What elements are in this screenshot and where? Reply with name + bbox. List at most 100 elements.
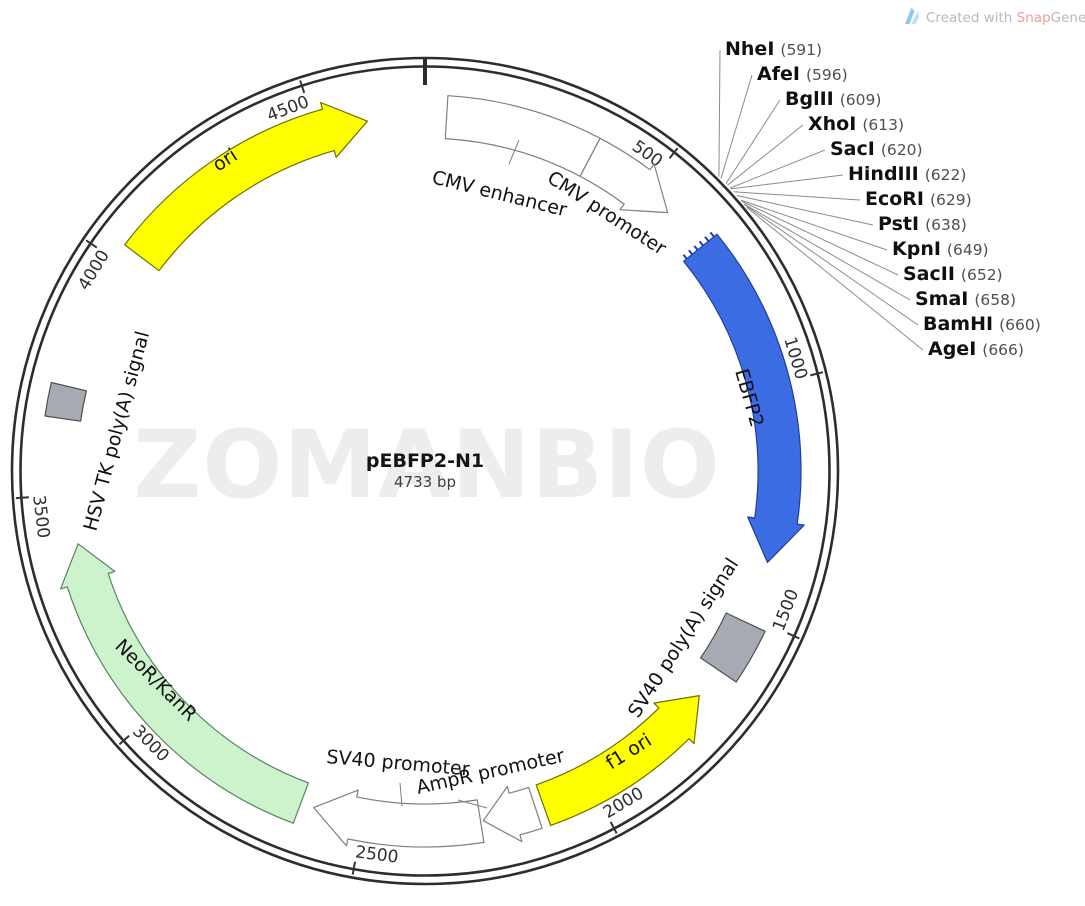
enzyme-position: (666) bbox=[982, 341, 1024, 359]
enzyme-leader-NheI bbox=[718, 49, 721, 177]
enzyme-name: KpnI bbox=[892, 238, 941, 260]
snapgene-credit: Created with SnapGene® bbox=[905, 7, 1085, 26]
enzyme-label-KpnI: KpnI (649) bbox=[892, 238, 989, 260]
mcs-hatch-mark bbox=[693, 245, 699, 251]
credit-brand-gene: Gene bbox=[1051, 10, 1085, 26]
enzyme-leader-XhoI bbox=[727, 124, 804, 186]
enzyme-position: (620) bbox=[881, 141, 923, 159]
mcs-hatch-mark bbox=[682, 254, 688, 260]
label-leader-line bbox=[457, 799, 488, 809]
enzyme-leader-SacII bbox=[741, 200, 899, 276]
enzyme-label-NheI: NheI (591) bbox=[725, 38, 822, 60]
mcs-hatch-mark bbox=[704, 236, 710, 242]
snapgene-logo-icon bbox=[905, 7, 915, 24]
enzyme-name: BamHI bbox=[923, 313, 993, 335]
enzyme-name: SacI bbox=[830, 138, 875, 160]
enzyme-position: (609) bbox=[840, 91, 882, 109]
plasmid-name: pEBFP2-N1 bbox=[366, 450, 484, 472]
enzyme-leader-HindIII bbox=[730, 174, 844, 190]
tick-1000 bbox=[810, 371, 824, 377]
enzyme-name: SacII bbox=[903, 263, 955, 285]
feature-cmv_promoter bbox=[579, 137, 669, 214]
tick-4000 bbox=[85, 239, 98, 249]
snapgene-logo-icon-secondary bbox=[911, 11, 920, 24]
enzyme-label-BglII: BglII (609) bbox=[785, 88, 881, 110]
enzyme-leader-BamHI bbox=[744, 204, 919, 326]
enzyme-name: AgeI bbox=[928, 338, 976, 360]
enzyme-position: (596) bbox=[806, 66, 848, 84]
enzyme-position: (652) bbox=[961, 266, 1003, 284]
enzyme-name: XhoI bbox=[808, 113, 856, 135]
feature-label-sv40_promoter: SV40 promoter bbox=[326, 746, 471, 780]
enzyme-label-AgeI: AgeI (666) bbox=[928, 338, 1024, 360]
watermark: ZOMANBIO bbox=[133, 411, 721, 520]
enzyme-leader-SacI bbox=[729, 149, 826, 189]
tick-4500 bbox=[299, 80, 306, 94]
feature-label-cmv_enhancer: CMV enhancer bbox=[430, 167, 570, 222]
enzyme-leader-PstI bbox=[736, 195, 874, 226]
enzyme-leader-AfeI bbox=[720, 74, 753, 179]
enzyme-label-XhoI: XhoI (613) bbox=[808, 113, 904, 135]
enzyme-name: SmaI bbox=[915, 288, 968, 310]
tick-500 bbox=[668, 147, 679, 159]
label-leader-line bbox=[399, 782, 403, 807]
feature-ori bbox=[124, 101, 368, 272]
enzyme-name: NheI bbox=[725, 38, 774, 60]
enzyme-position: (591) bbox=[780, 41, 822, 59]
feature-cmv_enhancer bbox=[444, 95, 601, 177]
enzyme-leader-BglII bbox=[725, 99, 781, 184]
tick-2000 bbox=[609, 821, 618, 834]
tick-label-4000: 4000 bbox=[74, 247, 114, 294]
tick-3500 bbox=[15, 496, 29, 500]
features bbox=[44, 95, 805, 848]
enzyme-leader-AgeI bbox=[746, 206, 924, 351]
enzyme-position: (660) bbox=[999, 316, 1041, 334]
enzyme-leader-SmaI bbox=[743, 203, 911, 301]
snapgene-credit-text: Created with SnapGene® bbox=[926, 10, 1085, 26]
enzyme-name: EcoRI bbox=[865, 188, 924, 210]
enzyme-position: (613) bbox=[862, 116, 904, 134]
tick-1500 bbox=[786, 632, 800, 640]
tick-2500 bbox=[351, 861, 356, 875]
feature-ampr_promoter bbox=[482, 785, 543, 843]
enzyme-label-SmaI: SmaI (658) bbox=[915, 288, 1016, 310]
enzyme-leader-EcoRI bbox=[733, 191, 861, 201]
tick-label-3500: 3500 bbox=[28, 494, 53, 539]
enzyme-label-BamHI: BamHI (660) bbox=[923, 313, 1041, 335]
credit-prefix: Created with bbox=[926, 10, 1017, 26]
enzyme-label-AfeI: AfeI (596) bbox=[757, 63, 848, 85]
enzyme-name: PstI bbox=[878, 213, 919, 235]
plasmid-size: 4733 bp bbox=[394, 473, 456, 491]
label-leader-line bbox=[508, 139, 520, 165]
mcs-hatch-mark bbox=[698, 240, 704, 247]
tick-3000 bbox=[118, 734, 130, 746]
enzyme-position: (622) bbox=[925, 166, 967, 184]
enzyme-label-HindIII: HindIII (622) bbox=[848, 163, 966, 185]
feature-f1_ori bbox=[535, 695, 700, 826]
enzyme-leader-KpnI bbox=[740, 199, 888, 251]
enzyme-position: (658) bbox=[974, 291, 1016, 309]
enzyme-label-PstI: PstI (638) bbox=[878, 213, 967, 235]
enzyme-label-SacII: SacII (652) bbox=[903, 263, 1003, 285]
plasmid-backbone bbox=[10, 56, 840, 886]
feature-sv40_polya bbox=[700, 612, 766, 683]
enzyme-position: (638) bbox=[925, 216, 967, 234]
label-leader-lines bbox=[399, 139, 520, 809]
feature-hsvtk_polya bbox=[44, 381, 87, 422]
enzyme-label-EcoRI: EcoRI (629) bbox=[865, 188, 972, 210]
feature-sv40_promoter bbox=[313, 789, 485, 848]
enzyme-name: AfeI bbox=[757, 63, 800, 85]
enzyme-position: (649) bbox=[947, 241, 989, 259]
feature-neor_kanr bbox=[60, 543, 309, 824]
feature-ebfp2 bbox=[683, 233, 805, 564]
enzyme-label-SacI: SacI (620) bbox=[830, 138, 923, 160]
enzyme-name: HindIII bbox=[848, 163, 919, 185]
enzyme-position: (629) bbox=[930, 191, 972, 209]
mcs-hatch-mark bbox=[709, 231, 715, 238]
credit-brand-snap: Snap bbox=[1017, 10, 1051, 26]
mcs-hatch-mark bbox=[688, 249, 693, 255]
enzyme-labels: NheI (591) AfeI (596) BglII (609) XhoI (613) Sac… bbox=[718, 38, 1041, 360]
enzyme-name: BglII bbox=[785, 88, 834, 110]
